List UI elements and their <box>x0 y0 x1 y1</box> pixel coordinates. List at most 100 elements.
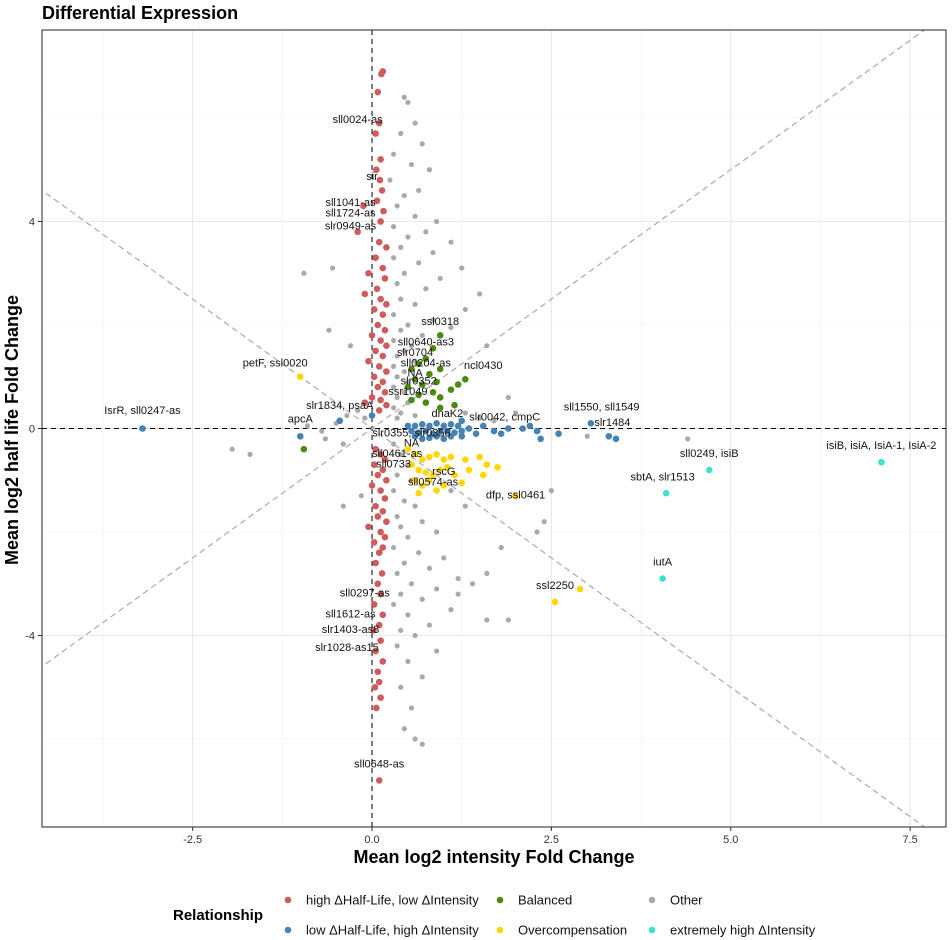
point-hl <box>375 119 383 127</box>
point-oth <box>401 560 407 566</box>
point-oth <box>401 193 407 199</box>
point-oth <box>423 286 429 292</box>
point-bal <box>426 370 433 378</box>
point-oth <box>548 488 554 494</box>
x-tick-label: 2.5 <box>544 834 559 846</box>
legend: Relationship high ΔHalf-Life, low ΔInten… <box>173 893 816 938</box>
point-li <box>454 422 462 430</box>
point-oth <box>462 306 468 313</box>
point-oth <box>412 412 418 419</box>
y-axis-ticks: -4 0 4 <box>25 216 42 643</box>
legend-key-ext <box>648 926 656 934</box>
point-hl <box>374 88 382 96</box>
diagonal-line-negative <box>42 189 926 827</box>
point-hl <box>372 647 379 655</box>
point-ovc <box>411 451 419 458</box>
point-oth <box>398 327 404 333</box>
point-oth <box>401 498 407 504</box>
point-oth <box>455 575 461 582</box>
point-oth <box>229 446 235 452</box>
point-li <box>605 432 613 440</box>
point-hl <box>365 269 372 277</box>
point-bal <box>436 332 444 339</box>
point-ovc <box>462 456 469 463</box>
point-label: sll0461-as <box>372 448 423 460</box>
point-oth <box>340 503 346 509</box>
point-bal <box>451 401 458 409</box>
point-oth <box>419 596 425 602</box>
point-oth <box>434 586 440 592</box>
point-oth <box>398 591 404 597</box>
point-oth <box>426 167 433 173</box>
point-ovc <box>426 453 433 461</box>
point-oth <box>398 410 404 416</box>
point-oth <box>398 130 404 137</box>
point-oth <box>398 296 404 302</box>
point-label: IsrR, sll0247-as <box>104 405 181 417</box>
point-bal <box>408 396 415 404</box>
point-oth <box>390 337 397 344</box>
point-oth <box>340 441 346 447</box>
point-hl <box>375 621 383 629</box>
point-oth <box>426 622 433 628</box>
point-hl <box>374 383 382 391</box>
point-li <box>479 422 487 430</box>
point-li <box>490 427 498 435</box>
point-hl <box>383 244 390 251</box>
point-oth <box>412 736 418 742</box>
point-ovc <box>426 476 433 484</box>
point-hl <box>380 207 387 215</box>
point-label: ssl2250 <box>536 580 574 592</box>
point-oth <box>394 394 400 401</box>
point-ovc <box>447 453 455 461</box>
point-li <box>458 432 466 440</box>
point-hl <box>373 704 380 712</box>
point-li <box>519 425 526 432</box>
point-oth <box>462 503 468 509</box>
point-li <box>497 430 505 437</box>
point-oth <box>477 415 483 421</box>
point-hl <box>374 580 382 588</box>
point-oth <box>498 544 504 551</box>
point-li <box>555 430 562 437</box>
point-label: NA <box>407 368 423 380</box>
point-oth <box>469 581 476 587</box>
point-hl <box>377 218 384 225</box>
point-oth <box>247 451 253 457</box>
point-oth <box>455 591 461 597</box>
point-oth <box>398 244 404 250</box>
point-label: ncl0430 <box>464 360 503 372</box>
y-tick-label: -4 <box>25 631 35 643</box>
point-li <box>426 422 433 430</box>
point-hl <box>381 326 389 334</box>
point-hl <box>383 518 390 525</box>
point-oth <box>419 141 425 147</box>
point-label: NA <box>404 438 420 450</box>
point-oth <box>390 151 397 157</box>
point-oth <box>401 726 407 732</box>
y-tick-label: 4 <box>29 216 35 228</box>
legend-key-hl <box>284 896 292 904</box>
point-oth <box>390 544 397 551</box>
point-ovc <box>429 471 437 479</box>
point-hl <box>372 130 379 137</box>
point-bal <box>404 383 412 391</box>
point-ovc <box>458 479 466 487</box>
point-oth <box>434 218 440 225</box>
point-label: sll0733 <box>376 458 411 470</box>
point-oth <box>405 234 411 240</box>
point-li <box>587 420 595 427</box>
point-hl <box>376 176 384 184</box>
point-bal <box>415 391 422 399</box>
point-hl <box>373 166 380 174</box>
point-hl <box>361 290 369 298</box>
point-li <box>426 434 433 442</box>
legend-label-hl: high ΔHalf-Life, low ΔIntensity <box>306 893 479 908</box>
point-label: slr0355, slr0356 <box>372 427 450 439</box>
point-oth <box>387 177 393 183</box>
chart-title: Differential Expression <box>42 3 238 23</box>
point-oth <box>448 324 454 331</box>
point-hl <box>375 407 383 414</box>
point-oth <box>390 312 397 318</box>
point-oth <box>394 353 400 359</box>
